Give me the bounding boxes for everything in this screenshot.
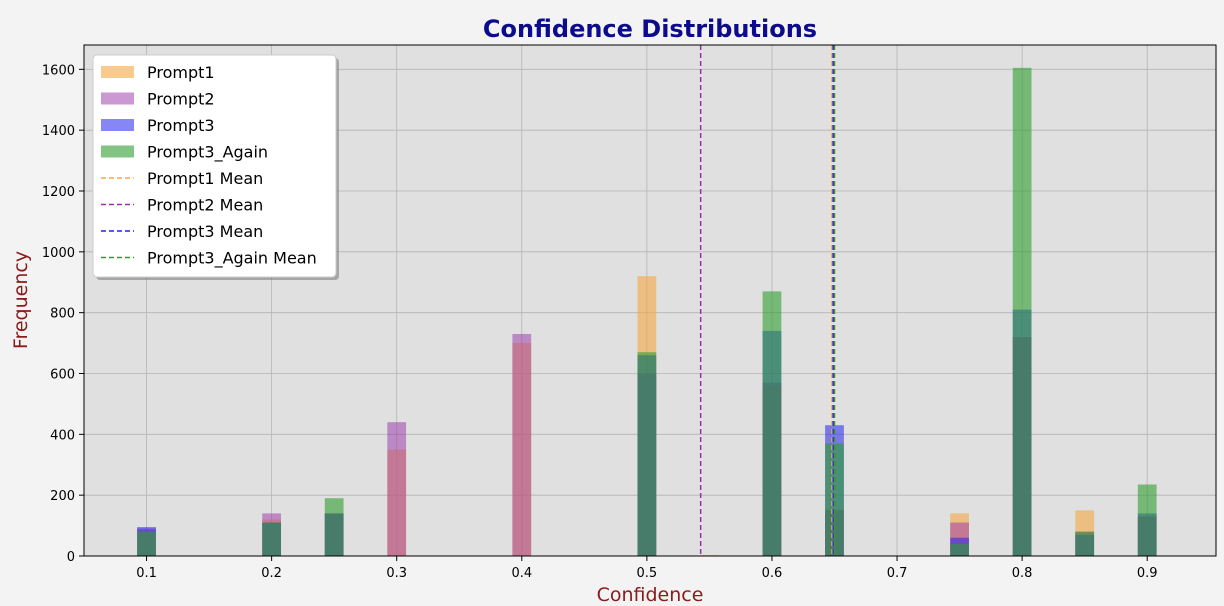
bar-prompt3-again — [950, 543, 969, 556]
bar-prompt3-again — [262, 522, 282, 556]
y-axis-label: Frequency — [10, 251, 32, 349]
y-tick-label: 600 — [50, 368, 75, 383]
x-tick-label: 0.6 — [762, 566, 783, 581]
y-tick-label: 0 — [67, 550, 75, 565]
bar-prompt3-again — [1012, 67, 1032, 556]
legend-swatch-prompt2 — [101, 92, 134, 105]
y-tick-label: 1000 — [42, 246, 75, 261]
bar-prompt3-again — [137, 531, 156, 556]
plot-frame — [83, 44, 1217, 557]
bar-prompt3-again — [324, 498, 344, 556]
legend-label: Prompt3_Again — [147, 143, 268, 163]
x-tick-label: 0.3 — [386, 566, 407, 581]
legend-label: Prompt2 — [147, 90, 215, 109]
x-axis-ticks: 0.1 0.2 0.3 0.4 0.5 0.6 0.7 0.8 0.9 — [136, 556, 1158, 581]
legend-label: Prompt3_Again Mean — [147, 249, 317, 269]
x-tick-label: 0.8 — [1012, 566, 1033, 581]
y-tick-label: 1400 — [42, 124, 75, 139]
x-tick-label: 0.2 — [261, 566, 282, 581]
legend-label: Prompt1 Mean — [147, 169, 263, 188]
bar-prompt2 — [512, 333, 532, 556]
bar-prompt3-again — [1075, 531, 1095, 556]
legend-swatch-prompt3 — [101, 119, 134, 131]
y-tick-label: 200 — [50, 489, 75, 504]
bar-prompt3-again — [825, 443, 844, 556]
bar-prompt2 — [387, 422, 407, 556]
legend-label: Prompt1 — [147, 63, 215, 82]
y-tick-label: 400 — [50, 428, 75, 443]
y-axis-ticks: 0 200 400 600 800 1000 1200 1400 1600 — [42, 63, 84, 565]
y-tick-label: 1200 — [42, 185, 75, 200]
x-axis-label: Confidence — [597, 584, 704, 606]
mean-lines — [699, 45, 836, 556]
y-tick-label: 1600 — [42, 63, 75, 78]
legend-label: Prompt3 — [147, 116, 215, 135]
x-tick-label: 0.9 — [1137, 566, 1158, 581]
x-tick-label: 0.5 — [637, 566, 658, 581]
legend-swatch-prompt3-again — [101, 145, 134, 158]
x-tick-label: 0.7 — [887, 566, 908, 581]
y-tick-label: 800 — [50, 307, 75, 322]
bar-prompt3-again — [637, 352, 657, 556]
legend-swatch-prompt1 — [101, 66, 134, 78]
legend-box — [92, 54, 337, 278]
legend: Prompt1 Prompt2 Prompt3 Prompt3_Again Prompt… — [92, 54, 339, 280]
x-tick-label: 0.1 — [136, 566, 157, 581]
bar-prompt3-again — [1137, 484, 1157, 556]
histogram-bars — [137, 67, 1157, 556]
chart-title: Confidence Distributions — [483, 15, 817, 43]
bar-prompt3-again — [762, 291, 782, 556]
legend-label: Prompt2 Mean — [147, 196, 263, 215]
x-tick-label: 0.4 — [511, 566, 532, 581]
legend-label: Prompt3 Mean — [147, 222, 263, 241]
